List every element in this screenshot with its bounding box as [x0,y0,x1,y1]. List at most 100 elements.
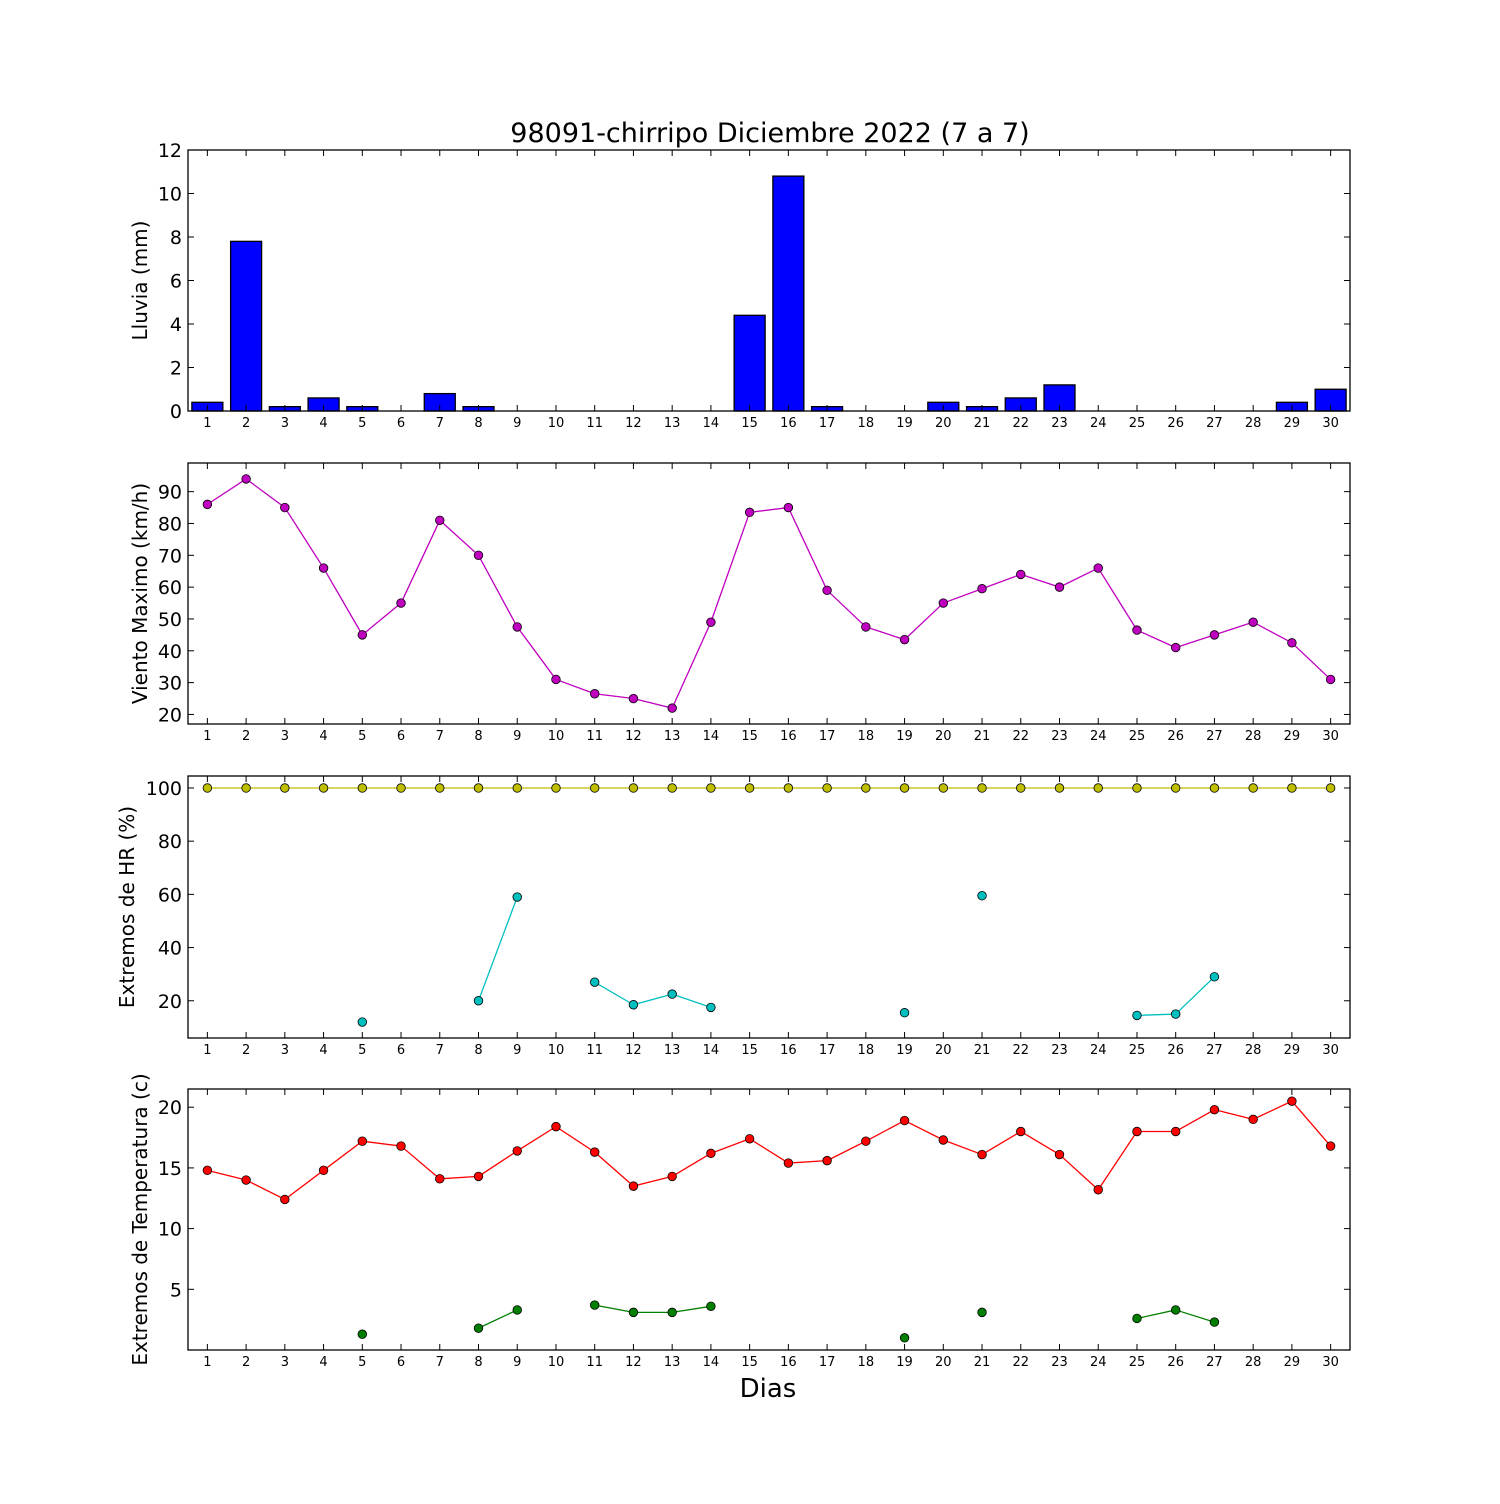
x-tick-label: 27 [1206,729,1223,744]
series-line [361,602,402,636]
series-line [1136,1013,1176,1017]
series-line [555,678,595,695]
x-tick-label: 24 [1090,1043,1107,1058]
plot-area [188,1089,1350,1350]
data-point [744,783,755,793]
data-point [435,783,445,793]
series-line [516,1126,557,1152]
data-point [667,783,677,793]
x-tick-label: 29 [1284,1043,1301,1058]
series-line [1291,1100,1332,1147]
data-point [861,1136,871,1146]
data-point [590,689,600,699]
x-tick-label: 20 [935,1043,952,1058]
series-line [1175,976,1215,1015]
x-tick-label: 27 [1206,416,1223,431]
x-tick-label: 6 [397,1355,405,1370]
series-line [323,567,363,636]
x-tick-label: 10 [548,1355,565,1370]
x-tick-label: 11 [586,729,603,744]
x-tick-label: 1 [203,1355,211,1370]
data-point [357,1136,368,1146]
data-point [667,1171,677,1182]
data-point [899,634,910,645]
series-line [1097,1131,1138,1191]
x-tick-label: 5 [358,416,366,431]
x-tick-label: 22 [1012,729,1029,744]
data-point [202,499,213,510]
x-tick-label: 2 [242,416,250,431]
x-tick-label: 30 [1322,729,1339,744]
y-tick-label: 90 [158,482,182,504]
series-line [826,1140,867,1162]
bar [229,240,263,412]
x-tick-label: 16 [780,416,797,431]
x-tick-label: 3 [281,729,289,744]
series-line [594,1304,634,1314]
series-line [1175,1309,1215,1323]
data-point [1209,1104,1220,1115]
x-tick-label: 1 [203,1043,211,1058]
series-line [207,1169,247,1181]
x-tick-label: 10 [548,729,565,744]
x-tick-label: 23 [1051,1355,1068,1370]
data-point [1132,1010,1142,1021]
x-tick-label: 28 [1245,729,1262,744]
x-tick-label: 3 [281,1043,289,1058]
x-tick-label: 14 [703,416,720,431]
plot-area [188,463,1350,724]
x-tick-label: 24 [1090,1355,1107,1370]
x-tick-label: 15 [741,1043,758,1058]
x-tick-label: 8 [474,1355,482,1370]
data-point [628,1000,639,1010]
data-point [357,1017,368,1027]
panels: 1 2 3 4 5 6 7 8 9 10 11 12 13 14 15 16 17 18 19 20 21 22 23 24 2… [115,140,1351,1370]
series-line [400,520,441,604]
y-tick-label: 70 [158,545,182,567]
y-tick-label: 15 [158,1158,182,1180]
series-line [788,1159,828,1164]
data-point [1132,1126,1142,1137]
y-tick-label: 0 [170,401,182,423]
data-point [435,515,445,525]
series-line [1020,573,1060,588]
plot-frame [187,462,1351,725]
x-tick-label: 17 [819,1355,836,1370]
series-line [904,1119,944,1141]
data-point [512,622,522,632]
series-line [594,1151,634,1187]
data-point [473,783,484,793]
x-tick-label: 6 [397,416,405,431]
x-tick-label: 4 [319,729,327,744]
plot-area [188,776,1350,1038]
x-tick-label: 16 [780,729,797,744]
series-line [323,1140,363,1171]
series-line [1059,567,1099,588]
panel-2: 1 2 3 4 5 6 7 8 9 10 11 12 13 14 15 16 17 18 19 20 21 22 23 24 2… [128,462,1351,744]
x-tick-label: 4 [319,1043,327,1058]
data-point [706,1148,716,1159]
y-tick-label: 5 [170,1279,182,1301]
x-tick-label: 16 [780,1043,797,1058]
data-point [667,1307,677,1318]
data-point [241,1175,251,1185]
x-tick-label: 30 [1322,1355,1339,1370]
data-point [977,1307,987,1318]
x-tick-label: 22 [1012,1043,1029,1058]
y-tick-label: 40 [158,938,182,960]
x-tick-label: 2 [242,1043,250,1058]
x-tick-label: 22 [1012,1355,1029,1370]
data-point [1016,783,1026,793]
x-tick-label: 25 [1129,1043,1146,1058]
series-line [439,519,479,556]
data-point [1325,1141,1336,1151]
x-tick-label: 5 [358,1043,366,1058]
data-point [667,989,677,999]
y-axis-label: Viento Maximo (km/h) [128,483,152,704]
data-point [512,1305,522,1315]
plot-area [188,150,1350,411]
data-point [938,1135,949,1145]
x-tick-label: 27 [1206,1043,1223,1058]
x-tick-label: 9 [513,1043,521,1058]
x-tick-label: 25 [1129,416,1146,431]
